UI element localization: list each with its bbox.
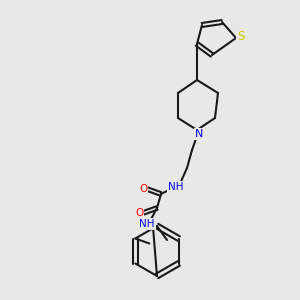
Text: S: S xyxy=(237,29,245,43)
Text: NH: NH xyxy=(168,182,184,192)
Text: O: O xyxy=(135,208,143,218)
Text: NH: NH xyxy=(139,219,155,229)
Text: N: N xyxy=(195,129,203,139)
Text: O: O xyxy=(139,184,147,194)
